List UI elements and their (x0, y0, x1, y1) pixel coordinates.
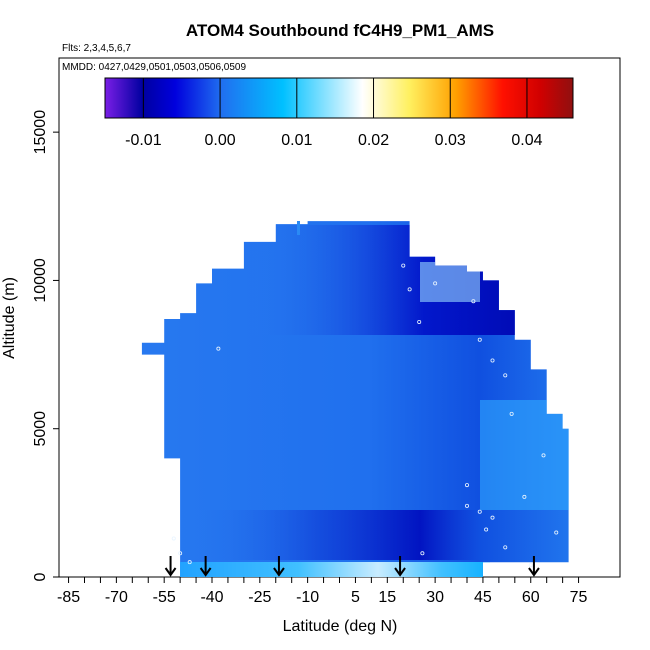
observation-point (471, 299, 476, 304)
colorbar (104, 77, 574, 119)
colorbar-tick-label: 0.03 (435, 132, 466, 149)
x-tick-label: 5 (351, 589, 360, 606)
x-axis-label: Latitude (deg N) (283, 618, 398, 635)
y-tick-label: 10000 (32, 258, 49, 303)
observation-points (171, 263, 559, 568)
observation-point (477, 337, 482, 342)
profile-arrow (273, 556, 285, 577)
colorbar-tick-label: 0.01 (281, 132, 312, 149)
profile-arrow (394, 556, 406, 577)
x-tick-label: 60 (522, 589, 540, 606)
observation-point (187, 560, 192, 565)
colorbar-ticks: -0.01 0.00 0.01 0.02 0.03 0.04 (125, 78, 543, 149)
x-tick-label: -10 (296, 589, 319, 606)
colorbar-tick-label: 0.00 (205, 132, 236, 149)
chart-title: ATOM4 Southbound fC4H9_PM1_AMS (186, 21, 494, 40)
x-tick-label: 15 (378, 589, 396, 606)
observation-point (477, 509, 482, 514)
observation-point (490, 515, 495, 520)
y-axis: 0 5000 10000 15000 (32, 110, 59, 581)
x-tick-label: -25 (248, 589, 271, 606)
observation-point (464, 483, 469, 488)
observation-point (178, 551, 183, 556)
y-axis-label: Altitude (m) (1, 277, 18, 359)
y-tick-label: 0 (32, 572, 49, 581)
x-tick-label: -55 (153, 589, 176, 606)
observation-point (528, 563, 533, 568)
observation-point (503, 373, 508, 378)
x-tick-label: 45 (474, 589, 492, 606)
observation-point (509, 411, 514, 416)
profile-arrow (528, 556, 540, 577)
observation-point (171, 536, 176, 541)
observation-point (522, 494, 527, 499)
observation-point (216, 346, 221, 351)
field-top-spike (297, 221, 300, 235)
y-tick-label: 15000 (32, 110, 49, 155)
observation-point (464, 503, 469, 508)
y-tick-label: 5000 (32, 411, 49, 447)
field-right-light-patch (480, 400, 569, 510)
dates-note: MMDD: 0427,0429,0501,0503,0506,0509 (62, 62, 246, 73)
profile-location-arrows (164, 556, 540, 577)
field-bottom-strip (170, 562, 490, 577)
profile-arrow (164, 556, 177, 577)
field-upper-dark-band (250, 225, 540, 335)
colorbar-tick-label: 0.04 (511, 132, 542, 149)
field-lower-dark-band (180, 510, 480, 560)
profile-arrow (199, 556, 212, 577)
x-tick-label: -85 (57, 589, 80, 606)
x-tick-label: 30 (426, 589, 444, 606)
observation-point (484, 527, 489, 532)
observation-point (417, 319, 422, 324)
data-field (141, 221, 569, 577)
observation-point (541, 453, 546, 458)
observation-point (554, 530, 559, 535)
observation-point (407, 287, 412, 292)
x-tick-label: -70 (105, 589, 128, 606)
observation-point (433, 281, 438, 286)
x-tick-label: -40 (200, 589, 223, 606)
observation-point (420, 551, 425, 556)
observation-point (503, 545, 508, 550)
colorbar-tick-label: 0.02 (358, 132, 389, 149)
x-axis: -85 -70 -55 -40 -25 -10 5 15 30 45 60 75 (57, 577, 588, 606)
observation-point (401, 263, 406, 268)
x-tick-label: 75 (570, 589, 588, 606)
colorbar-tick-label: -0.01 (125, 132, 162, 149)
field-light-streak (420, 262, 480, 302)
flights-note: Flts: 2,3,4,5,6,7 (62, 43, 131, 54)
observation-point (490, 358, 495, 363)
